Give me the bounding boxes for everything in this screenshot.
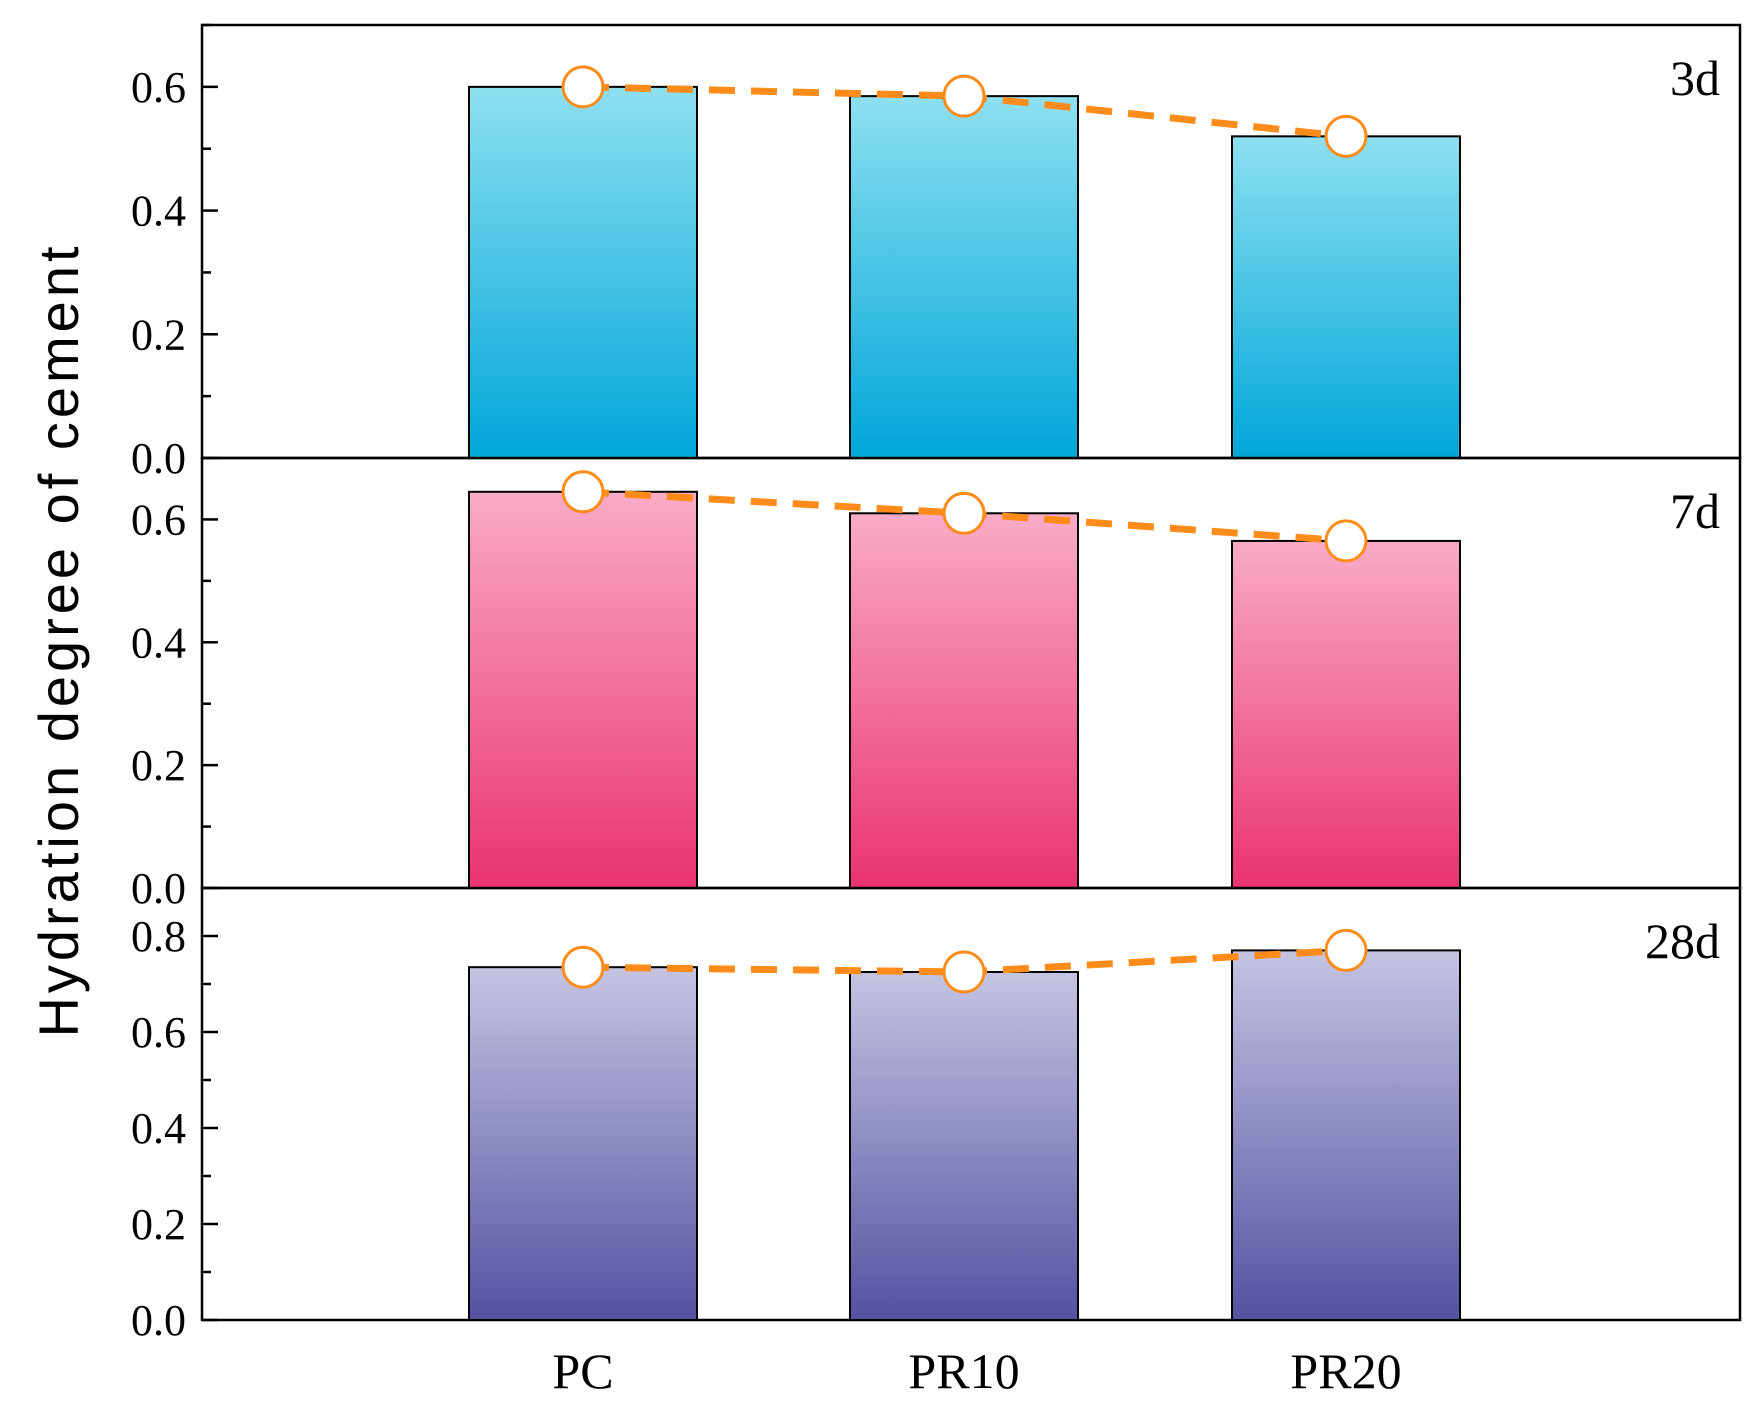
panel-label-3d: 3d bbox=[1670, 50, 1720, 106]
bar-PR20-28d bbox=[1231, 949, 1461, 1322]
x-category-label-PC: PC bbox=[552, 1343, 613, 1399]
marker-PR10-7d bbox=[942, 491, 986, 535]
x-category-label-PR10: PR10 bbox=[908, 1343, 1019, 1399]
bar-PR10-28d bbox=[849, 971, 1079, 1321]
y-tick-label: 0.4 bbox=[131, 1104, 186, 1153]
y-tick-label: 0.2 bbox=[131, 310, 186, 359]
y-tick-label: 0.6 bbox=[131, 495, 186, 544]
marker-PR20-3d bbox=[1324, 114, 1368, 158]
bar-PR10-7d bbox=[849, 512, 1079, 889]
marker-PC-3d bbox=[561, 65, 605, 109]
y-tick-label: 0.2 bbox=[131, 1200, 186, 1249]
y-tick-label: 0.4 bbox=[131, 187, 186, 236]
y-tick-label: 0.8 bbox=[131, 912, 186, 961]
bar-PC-7d bbox=[468, 490, 698, 889]
bar-PR20-7d bbox=[1231, 539, 1461, 890]
panel-28d: 0.0 0.2 0.4 0.6 0.8 28d bbox=[131, 886, 1742, 1345]
marker-PC-7d bbox=[561, 470, 605, 514]
y-tick-label: 0.0 bbox=[131, 434, 186, 483]
bar-PR20-3d bbox=[1231, 135, 1461, 459]
x-category-label-PR20: PR20 bbox=[1290, 1343, 1401, 1399]
panel-7d: 0.0 0.2 0.4 0.6 7d bbox=[131, 456, 1742, 913]
marker-PC-28d bbox=[561, 945, 605, 989]
y-tick-label: 0.6 bbox=[131, 1008, 186, 1057]
y-tick-label: 0.6 bbox=[131, 63, 186, 112]
panel-3d: 0.0 0.2 0.4 0.6 3d bbox=[131, 23, 1742, 483]
bar-PC-3d bbox=[468, 85, 698, 459]
y-tick-label: 0.2 bbox=[131, 741, 186, 790]
marker-PR10-28d bbox=[942, 950, 986, 994]
marker-PR10-3d bbox=[942, 74, 986, 118]
bar-PC-28d bbox=[468, 966, 698, 1321]
bar-PR10-3d bbox=[849, 95, 1079, 459]
panel-label-28d: 28d bbox=[1645, 913, 1720, 969]
panel-label-7d: 7d bbox=[1670, 483, 1720, 539]
y-axis-label: Hydration degree of cement bbox=[27, 242, 90, 1037]
y-tick-label: 0.0 bbox=[131, 864, 186, 913]
marker-PR20-28d bbox=[1324, 928, 1368, 972]
y-tick-label: 0.4 bbox=[131, 618, 186, 667]
y-tick-label: 0.0 bbox=[131, 1296, 186, 1345]
marker-PR20-7d bbox=[1324, 519, 1368, 563]
